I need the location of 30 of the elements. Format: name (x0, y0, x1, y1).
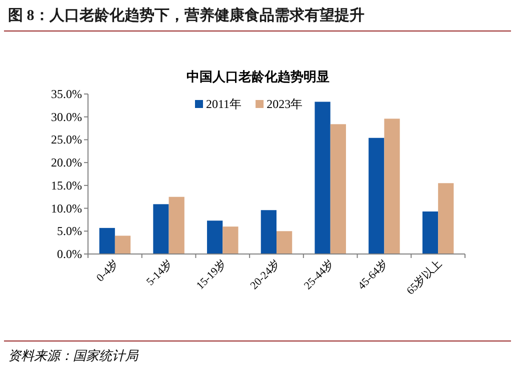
x-tick-label: 5-14岁 (144, 258, 175, 288)
bar (368, 138, 384, 254)
y-tick-label: 35.0% (51, 87, 82, 101)
y-tick-label: 5.0% (57, 224, 82, 238)
bar (114, 236, 131, 254)
bar (276, 231, 292, 254)
legend-label: 2011年 (206, 97, 242, 111)
bar (153, 204, 169, 254)
y-tick-label: 30.0% (51, 110, 82, 124)
bar (99, 228, 115, 254)
y-tick-label: 25.0% (51, 132, 82, 147)
chart-title: 图 8：人口老龄化趋势下，营养健康食品需求有望提升 (8, 6, 364, 24)
legend-label: 2023年 (266, 97, 303, 111)
y-tick-label: 0.0% (57, 247, 82, 261)
bar (330, 124, 346, 254)
chart-subtitle: 中国人口老龄化趋势明显 (186, 69, 330, 85)
bar (384, 118, 400, 254)
x-tick-label: 0-4岁 (94, 258, 122, 284)
bar (207, 220, 223, 254)
bar (260, 210, 276, 254)
bar (222, 226, 238, 254)
text: 资料来源：国家统计局 (8, 348, 139, 363)
y-tick-label: 20.0% (51, 156, 82, 170)
x-tick-label: 65岁以上 (404, 256, 444, 298)
bar (168, 196, 184, 254)
bar (314, 102, 330, 254)
bar (438, 183, 454, 254)
bar (422, 211, 438, 254)
y-tick-label: 15.0% (51, 178, 82, 192)
y-tick-label: 10.0% (51, 201, 82, 216)
